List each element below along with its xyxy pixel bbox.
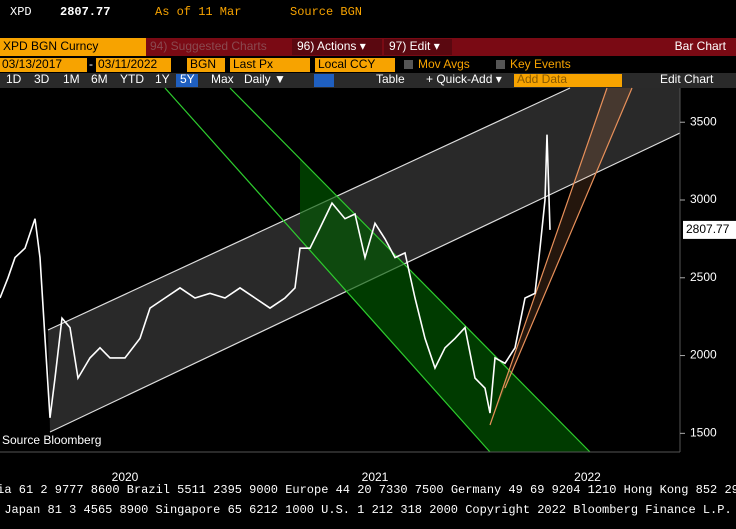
period-button[interactable]: 3D: [34, 72, 50, 86]
y-tick-label: 3500: [690, 114, 717, 128]
quick-add[interactable]: + Quick-Add ▾: [426, 72, 502, 86]
edit: 97) Edit ▾: [389, 39, 440, 53]
end-date: 03/11/2022: [98, 57, 157, 71]
end-field[interactable]: [96, 58, 171, 72]
edit-chart[interactable]: Edit Chart: [660, 72, 714, 86]
field: Last Px: [233, 57, 273, 71]
actions: 96) Actions ▾: [297, 39, 366, 53]
source-code: BGN: [190, 57, 216, 71]
period-bar: [0, 73, 736, 88]
channel-line: [164, 87, 491, 453]
currency-box[interactable]: [315, 58, 395, 72]
period-button[interactable]: 1D: [6, 72, 22, 86]
period-button[interactable]: 1Y: [155, 72, 170, 86]
checkbox[interactable]: [404, 60, 413, 69]
period-active[interactable]: [176, 74, 198, 87]
price-line: [0, 134, 551, 418]
table[interactable]: Table: [376, 72, 405, 86]
price: 2807.77: [60, 5, 110, 19]
date-dash: -: [89, 57, 93, 71]
channel-line: [489, 87, 608, 426]
period-button[interactable]: YTD: [120, 72, 144, 86]
x-tick-label: 2022: [574, 470, 601, 484]
x-tick-label: 2021: [362, 470, 389, 484]
y-tick-label: 2500: [690, 270, 717, 284]
field-box[interactable]: [230, 58, 310, 72]
checkbox[interactable]: [496, 60, 505, 69]
chart-style-button[interactable]: [314, 74, 334, 87]
channel-line: [229, 87, 591, 453]
last-price-label: 2807.77: [686, 222, 730, 236]
y-tick-label: 2000: [690, 348, 717, 362]
x-tick-label: 2020: [112, 470, 139, 484]
period-button[interactable]: Max: [211, 72, 234, 86]
period-button[interactable]: 5Y: [180, 72, 195, 86]
channel-line: [504, 87, 633, 389]
add-data: Add Data: [517, 72, 567, 86]
last-price-tag: [683, 220, 736, 239]
key-events[interactable]: Key Events: [510, 57, 571, 71]
symbol: XPD: [10, 5, 32, 19]
annotation: Source Bloomberg: [2, 433, 101, 447]
edit-button[interactable]: [384, 39, 452, 55]
footer-line: Australia 61 2 9777 8600 Brazil 5511 239…: [0, 483, 736, 497]
suggested-charts[interactable]: 94) Suggested Charts: [150, 39, 267, 53]
source-field[interactable]: [187, 58, 225, 72]
period-button[interactable]: Daily ▼: [244, 72, 286, 86]
mov-avgs[interactable]: Mov Avgs: [418, 57, 470, 71]
start-date: 03/13/2017: [2, 57, 62, 71]
footer-line: Japan 81 3 4565 8900 Singapore 65 6212 1…: [4, 503, 731, 517]
y-tick-label: 1500: [690, 426, 717, 440]
security: XPD BGN Curncy: [3, 39, 98, 53]
start-field[interactable]: [0, 58, 87, 72]
actions-button[interactable]: [292, 39, 382, 55]
source: Source BGN: [290, 5, 362, 19]
add-data-field[interactable]: [514, 74, 622, 87]
as-of: As of 11 Mar: [155, 5, 241, 19]
period-button[interactable]: 1M: [63, 72, 80, 86]
currency: Local CCY: [318, 57, 375, 71]
chart-kind: Bar Chart: [675, 39, 727, 53]
period-button[interactable]: 6M: [91, 72, 108, 86]
security-box[interactable]: [0, 38, 146, 56]
y-tick-label: 3000: [690, 192, 717, 206]
